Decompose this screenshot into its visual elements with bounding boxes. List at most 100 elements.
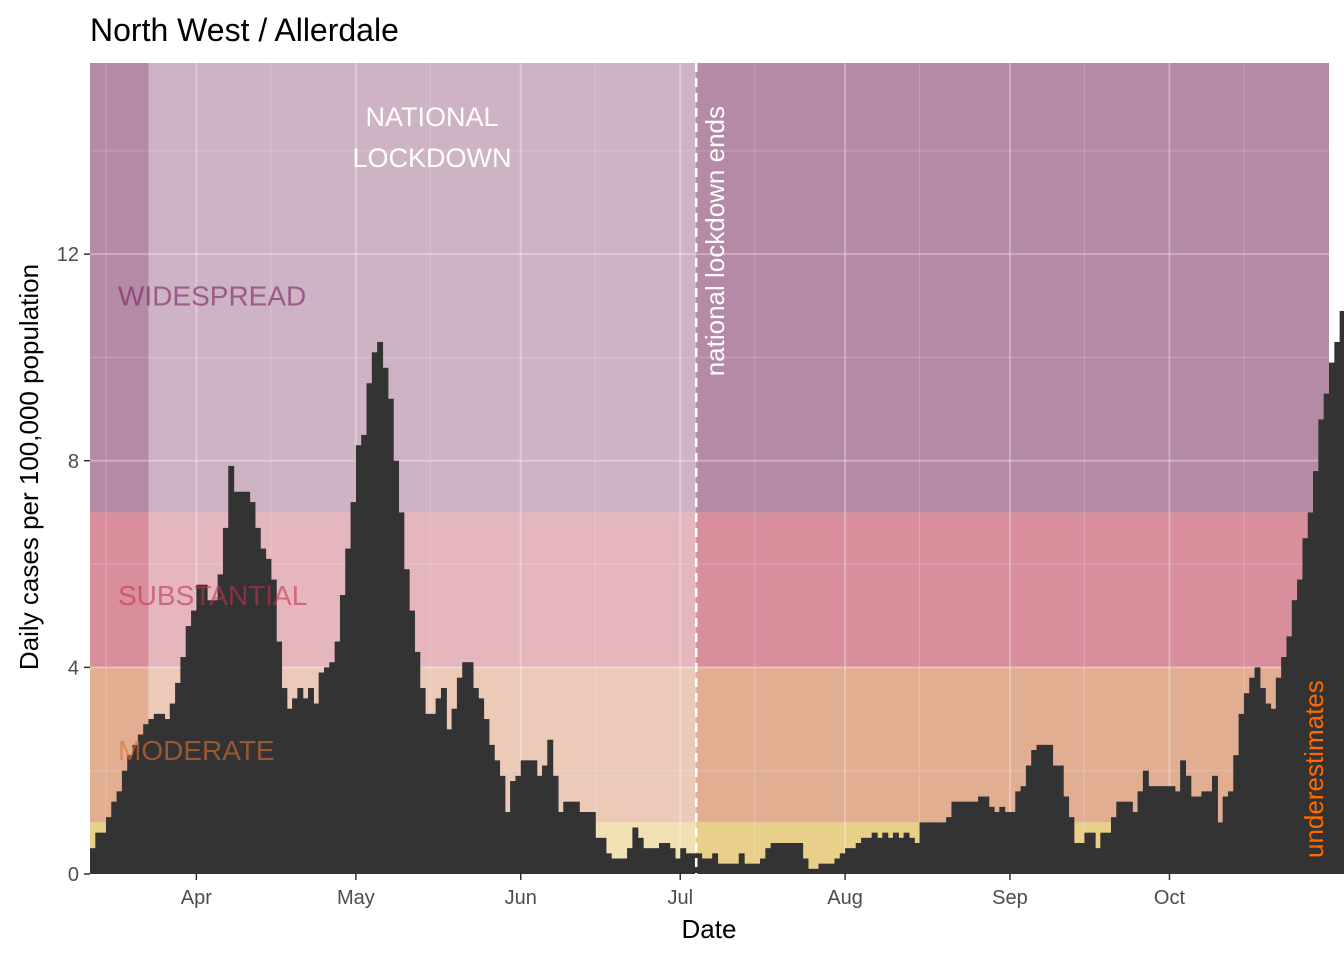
bar — [988, 806, 995, 874]
bar — [573, 801, 580, 874]
bar — [270, 579, 277, 874]
x-axis-title: Date — [682, 914, 737, 944]
bar — [738, 853, 745, 874]
bar — [728, 863, 735, 874]
bar — [1158, 786, 1165, 874]
bar — [696, 853, 703, 874]
bar — [276, 641, 283, 874]
bar — [834, 858, 841, 874]
x-tick-label: Jun — [505, 887, 537, 909]
bar — [1307, 512, 1314, 874]
bar — [403, 569, 410, 874]
bar — [281, 688, 288, 874]
bar — [627, 848, 633, 874]
bar — [206, 600, 213, 874]
bar — [515, 775, 522, 874]
bar — [1047, 744, 1054, 874]
bar — [680, 848, 687, 874]
bar — [616, 858, 623, 874]
bar — [483, 719, 490, 874]
bar — [1302, 538, 1309, 874]
bar — [653, 848, 660, 874]
bar — [1153, 786, 1160, 874]
bar — [781, 843, 788, 874]
bar — [972, 801, 979, 874]
bar — [733, 863, 740, 874]
bar — [409, 610, 415, 874]
bar — [191, 610, 197, 874]
bar — [1275, 677, 1282, 874]
bar — [839, 853, 846, 874]
bar — [632, 827, 639, 874]
bar — [361, 434, 368, 874]
bar — [238, 491, 245, 874]
bar — [233, 491, 240, 874]
bar — [962, 801, 969, 874]
bar — [744, 863, 750, 874]
bar — [845, 848, 852, 874]
bar — [791, 843, 798, 874]
bar — [1243, 693, 1250, 874]
bar — [148, 719, 155, 874]
bar — [414, 651, 421, 874]
bar — [685, 853, 692, 874]
bar — [1089, 832, 1096, 874]
bar — [712, 853, 719, 874]
bar — [1031, 750, 1038, 874]
chart-title: North West / Allerdale — [90, 12, 399, 48]
bar — [472, 688, 479, 874]
bar — [1339, 310, 1344, 874]
bar — [451, 708, 458, 874]
bar — [1126, 801, 1133, 874]
bar — [1201, 791, 1208, 874]
bar — [786, 843, 793, 874]
x-tick-label: Sep — [992, 887, 1028, 909]
lockdown-end-label: national lockdown ends — [700, 106, 730, 376]
bar — [329, 662, 336, 874]
bar — [467, 662, 474, 874]
bar — [499, 775, 506, 874]
bar — [334, 641, 341, 874]
bar — [1334, 341, 1341, 874]
x-tick-label: Apr — [181, 887, 212, 909]
bar — [510, 781, 517, 874]
bar — [185, 626, 192, 874]
bar — [488, 744, 495, 874]
bar — [212, 600, 219, 874]
x-tick-label: Aug — [827, 887, 863, 909]
bar — [137, 734, 144, 874]
bar — [435, 698, 442, 874]
axes: 0 4 8 12 Apr May Jun Jul Aug Sep Oct — [57, 244, 1186, 909]
bar — [877, 837, 883, 874]
bar — [765, 848, 772, 874]
bar — [1015, 791, 1022, 874]
bar — [132, 744, 139, 874]
bar — [313, 703, 320, 874]
bar — [1318, 419, 1325, 874]
bar — [345, 548, 352, 874]
bar — [1286, 636, 1293, 874]
bar — [871, 832, 878, 874]
bar — [595, 837, 602, 874]
bar — [1057, 765, 1064, 874]
bar — [339, 595, 346, 874]
bar — [541, 765, 548, 874]
lockdown-label-line2: LOCKDOWN — [352, 143, 511, 173]
bar — [222, 527, 229, 874]
bar — [1116, 801, 1123, 874]
bar — [1121, 801, 1128, 874]
bar — [1100, 832, 1107, 874]
bar — [999, 806, 1006, 874]
bar — [850, 848, 857, 874]
bar — [116, 791, 123, 874]
bar — [520, 760, 527, 874]
bar — [377, 341, 384, 874]
bar — [425, 713, 431, 874]
bar — [882, 832, 889, 874]
bar — [579, 812, 586, 874]
bar — [983, 796, 990, 874]
bar — [446, 729, 453, 874]
bar — [978, 796, 984, 874]
bar — [557, 812, 564, 874]
bar — [829, 863, 836, 874]
